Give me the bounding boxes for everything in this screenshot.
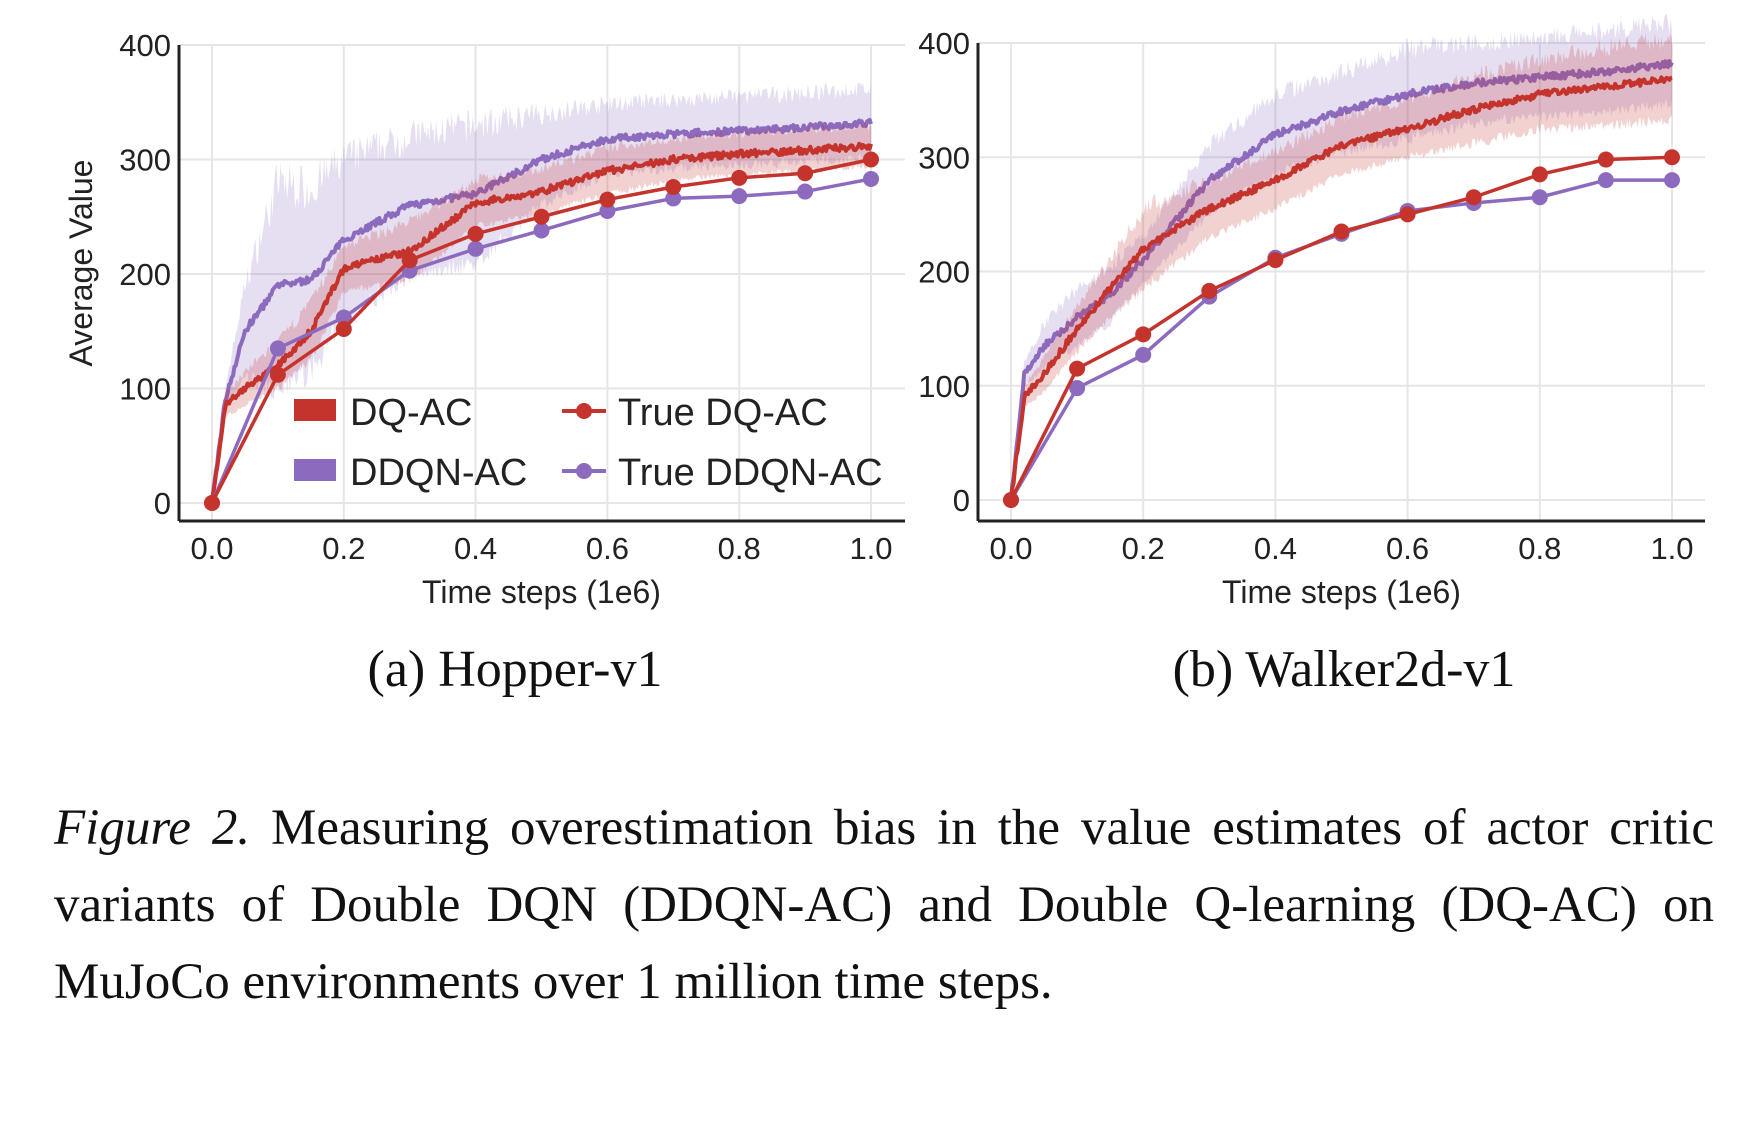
point-true-dq-ac [1465,189,1482,206]
point-true-ddqn-ac [335,309,352,326]
caption-text: Measuring overestimation bias in the val… [54,800,1715,1010]
y-tick-label: 300 [918,140,970,175]
figure-charts: 0.0 0.2 0.4 0.6 0.8 1.0 0 100 200 300 400 Time step… [63,14,1705,610]
x-tick-label: 0.4 [1254,531,1297,566]
legend-label-true-dq-ac: True DQ-AC [618,392,828,434]
y-tick-label: 200 [918,255,970,290]
point-true-ddqn-ac [665,190,682,207]
y-axis-label: Average Value [63,160,99,367]
y-tick-label: 100 [119,372,171,407]
y-tick-label: 400 [119,28,171,63]
line-true-dq-ac [1009,155,1673,501]
point-true-ddqn-ac [467,240,484,257]
legend-swatch-ddqn-ac [294,459,336,481]
point-true-ddqn-ac [1135,346,1152,363]
point-true-ddqn-ac [797,183,814,200]
legend-label-dq-ac: DQ-AC [350,392,472,434]
x-tick-label: 0.0 [190,531,233,566]
point-true-dq-ac [1003,492,1019,508]
chart-hopper: 0.0 0.2 0.4 0.6 0.8 1.0 0 100 200 300 400 Time step… [63,28,905,610]
y-tick-label: 300 [119,143,171,178]
point-true-dq-ac [1597,151,1614,168]
point-true-dq-ac [269,366,286,383]
y-tick-label: 400 [918,26,970,61]
legend-marker-true-ddqn-ac [562,463,606,479]
y-tick-label: 100 [918,369,970,404]
point-true-ddqn-ac [1531,189,1548,206]
x-tick-label: 0.6 [1386,531,1429,566]
point-true-dq-ac [665,178,682,195]
point-true-ddqn-ac [269,340,286,357]
x-tick-label: 0.8 [718,531,761,566]
point-true-dq-ac [1664,149,1680,166]
x-tick-label: 0.2 [322,531,365,566]
x-tick-label: 0.6 [586,531,629,566]
band-dq-ac [212,122,871,504]
x-tick-label: 1.0 [849,531,892,566]
subtitle-walker2d: (b) Walker2d-v1 [1172,641,1516,698]
point-true-dq-ac [1135,326,1152,343]
line-ddqn-ac [1009,58,1674,501]
point-true-ddqn-ac [863,170,879,187]
line-dq-ac [1009,75,1673,501]
legend-label-ddqn-ac: DDQN-AC [350,452,527,494]
legend-label-true-ddqn-ac: True DDQN-AC [618,452,883,494]
chart-walker2d: 0.0 0.2 0.4 0.6 0.8 1.0 0 100 200 300 400 Time step… [918,14,1705,610]
point-true-dq-ac [1201,282,1218,299]
x-axis-label: Time steps (1e6) [422,574,661,610]
point-true-dq-ac [599,191,616,208]
point-true-ddqn-ac [1597,172,1614,189]
legend-marker-true-dq-ac [562,403,606,419]
point-true-dq-ac [1399,206,1416,223]
point-true-dq-ac [204,495,220,511]
point-true-dq-ac [797,165,814,182]
point-true-dq-ac [863,151,879,168]
point-true-ddqn-ac [1664,172,1680,189]
line-ddqn-ac [210,117,873,504]
point-true-dq-ac [1267,252,1284,269]
y-tick-label: 0 [953,483,970,518]
legend-swatch-dq-ac [294,399,336,421]
point-true-ddqn-ac [533,222,550,239]
point-true-dq-ac [731,169,748,186]
point-true-ddqn-ac [1069,380,1086,397]
x-tick-label: 0.8 [1518,531,1561,566]
caption-label: Figure 2. [54,800,251,856]
point-true-ddqn-ac [599,203,616,220]
point-true-dq-ac [1069,360,1086,377]
subtitle-hopper: (a) Hopper-v1 [367,641,663,698]
line-dq-ac [210,141,873,504]
x-axis-label: Time steps (1e6) [1222,574,1461,610]
legend: DQ-AC DDQN-AC True DQ-AC True DDQN-AC [294,392,883,494]
figure-caption: Figure 2. Measuring overestimation bias … [54,790,1714,1021]
x-tick-label: 0.4 [454,531,497,566]
point-true-dq-ac [1333,223,1350,240]
point-true-ddqn-ac [731,188,748,205]
y-tick-label: 0 [154,486,171,521]
x-tick-label: 0.2 [1122,531,1165,566]
band-dq-ac [1011,32,1672,501]
point-true-dq-ac [401,252,418,269]
x-tick-label: 0.0 [989,531,1032,566]
y-tick-label: 200 [119,257,171,292]
point-true-dq-ac [1531,166,1548,183]
point-true-dq-ac [467,225,484,242]
point-true-dq-ac [335,320,352,337]
band-ddqn-ac [212,80,871,503]
x-tick-label: 1.0 [1650,531,1693,566]
point-true-dq-ac [533,208,550,225]
